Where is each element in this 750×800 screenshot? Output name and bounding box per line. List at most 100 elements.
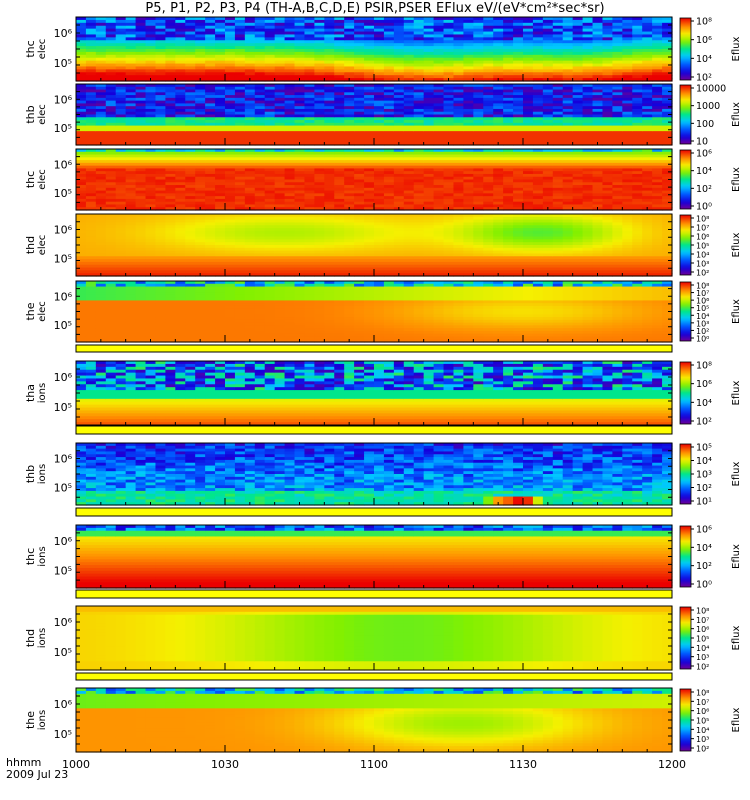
heatmap-cell <box>205 264 216 269</box>
heatmap-cell <box>344 233 355 238</box>
heatmap-cell <box>234 106 246 110</box>
heatmap-cell <box>244 176 256 181</box>
heatmap-cell <box>602 100 613 105</box>
heatmap-cell <box>513 131 524 135</box>
heatmap-cell <box>403 173 415 178</box>
heatmap-cell <box>195 193 206 197</box>
heatmap-cell <box>453 49 464 53</box>
heatmap-cell <box>115 120 127 124</box>
heatmap-cell <box>135 28 147 33</box>
heatmap-cell <box>324 242 335 246</box>
heatmap-cell <box>334 75 345 79</box>
heatmap-cell <box>195 185 206 189</box>
heatmap-cell <box>622 78 633 82</box>
panel-label: thb elec <box>24 104 48 125</box>
heatmap-cell <box>344 89 355 93</box>
heatmap-cell <box>195 54 206 59</box>
heatmap-cell <box>234 22 246 27</box>
heatmap-cell <box>195 253 206 257</box>
heatmap-cell <box>244 261 256 266</box>
heatmap-cell <box>532 160 544 164</box>
heatmap-cell <box>443 157 455 161</box>
heatmap-cell <box>513 22 524 27</box>
heatmap-cell <box>155 247 166 252</box>
heatmap-cell <box>602 37 613 41</box>
heatmap-cell <box>612 160 623 164</box>
heatmap-cell <box>393 247 405 252</box>
heatmap-cell <box>612 157 623 161</box>
heatmap-cell <box>354 111 365 116</box>
heatmap-cell <box>403 264 415 269</box>
heatmap-cell <box>612 171 623 175</box>
heatmap-cell <box>354 219 365 224</box>
heatmap-cell <box>383 270 395 274</box>
heatmap-cell <box>274 75 286 79</box>
heatmap-cell <box>234 43 246 47</box>
heatmap-cell <box>215 176 226 181</box>
heatmap-cell <box>244 49 256 53</box>
heatmap-cell <box>403 17 415 21</box>
heatmap-cell <box>76 125 87 129</box>
heatmap-cell <box>215 131 226 135</box>
heatmap-cell <box>552 25 564 30</box>
heatmap-cell <box>483 131 494 135</box>
heatmap-cell <box>324 230 335 235</box>
heatmap-cell <box>413 40 425 44</box>
heatmap-cell <box>215 253 226 257</box>
heatmap-cell <box>135 49 147 53</box>
heatmap-cell <box>403 19 415 24</box>
heatmap-cell <box>493 89 504 93</box>
heatmap-cell <box>254 139 266 143</box>
heatmap-cell <box>374 75 385 79</box>
heatmap-cell <box>225 171 236 175</box>
heatmap-cell <box>254 25 266 30</box>
heatmap-cell <box>165 111 176 116</box>
heatmap-cell <box>254 54 266 59</box>
heatmap-cell <box>274 57 286 62</box>
heatmap-cell <box>433 273 445 277</box>
heatmap-cell <box>383 17 395 21</box>
heatmap-cell <box>493 19 504 24</box>
heatmap-cell <box>175 190 186 194</box>
heatmap-cell <box>304 28 315 33</box>
heatmap-cell <box>542 173 554 178</box>
heatmap-cell <box>244 37 256 41</box>
heatmap-cell <box>433 228 445 232</box>
heatmap-cell <box>254 72 266 76</box>
heatmap-cell <box>95 128 107 132</box>
heatmap-cell <box>274 222 286 226</box>
heatmap-cell <box>532 176 544 181</box>
heatmap-cell <box>433 204 445 208</box>
heatmap-cell <box>244 117 256 121</box>
heatmap-cell <box>185 133 196 138</box>
heatmap-cell <box>374 219 385 224</box>
heatmap-cell <box>542 165 554 170</box>
heatmap-cell <box>503 34 514 38</box>
heatmap-cell <box>125 19 137 24</box>
heatmap-cell <box>254 239 266 243</box>
heatmap-cell <box>364 236 375 240</box>
heatmap-cell <box>76 136 87 141</box>
heatmap-cell <box>294 103 306 107</box>
heatmap-cell <box>95 165 107 170</box>
heatmap-cell <box>622 193 633 197</box>
heatmap-cell <box>225 214 236 218</box>
heatmap-cell <box>433 43 445 47</box>
heatmap-cell <box>264 236 276 240</box>
heatmap-cell <box>443 250 455 255</box>
heatmap-cell <box>364 264 375 269</box>
heatmap-cell <box>314 117 325 121</box>
heatmap-cell <box>582 122 594 127</box>
heatmap-cell <box>155 75 166 79</box>
heatmap-cell <box>264 66 276 70</box>
heatmap-cell <box>105 253 117 257</box>
heatmap-cell <box>483 106 494 110</box>
heatmap-cell <box>324 261 335 266</box>
heatmap-cell <box>662 122 673 127</box>
heatmap-cell <box>364 149 375 153</box>
heatmap-cell <box>632 34 643 38</box>
heatmap-cell <box>185 201 196 206</box>
heatmap-cell <box>483 103 494 107</box>
heatmap-cell <box>513 111 524 116</box>
heatmap-cell <box>95 69 107 73</box>
